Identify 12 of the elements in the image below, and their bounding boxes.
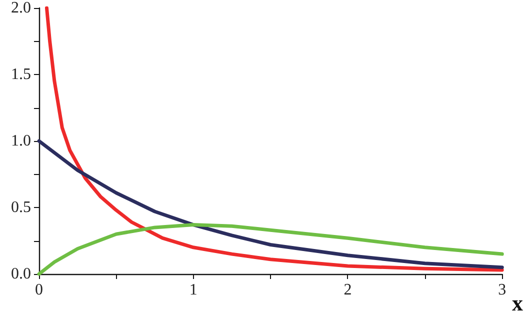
y-tick-label: 0.0 xyxy=(11,266,31,282)
y-tick-label: 2.0 xyxy=(11,0,31,16)
x-tick-label: 3 xyxy=(498,282,506,298)
x-axis-title: x xyxy=(512,290,523,316)
y-tick-label: 1.0 xyxy=(11,132,31,150)
line-series xyxy=(44,6,504,272)
line-series xyxy=(37,139,504,270)
x-tick-label: 0 xyxy=(35,282,43,298)
y-tick-label: 1.5 xyxy=(11,66,31,83)
y-tick-label: 0.5 xyxy=(11,199,31,216)
x-tick-label: 1 xyxy=(189,282,198,298)
x-tick-label: 2 xyxy=(344,282,352,298)
